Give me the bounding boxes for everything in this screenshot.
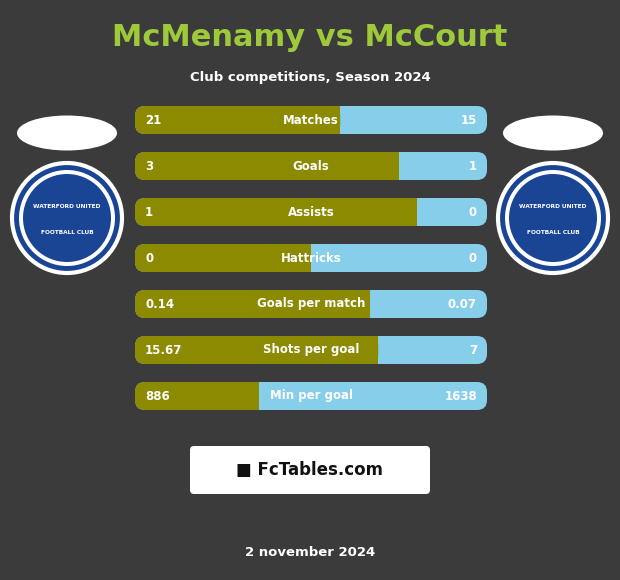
Text: 0.07: 0.07 — [448, 298, 477, 310]
Bar — [249, 382, 259, 410]
FancyBboxPatch shape — [135, 336, 487, 364]
Ellipse shape — [17, 115, 117, 150]
Circle shape — [12, 163, 122, 273]
Ellipse shape — [503, 115, 603, 150]
Text: FOOTBALL CLUB: FOOTBALL CLUB — [526, 230, 579, 234]
Text: Goals: Goals — [293, 160, 329, 172]
Text: 7: 7 — [469, 343, 477, 357]
Circle shape — [23, 174, 111, 262]
Bar — [330, 106, 340, 134]
Text: 1: 1 — [469, 160, 477, 172]
FancyBboxPatch shape — [135, 198, 487, 226]
Text: FOOTBALL CLUB: FOOTBALL CLUB — [41, 230, 94, 234]
Bar — [407, 198, 417, 226]
FancyBboxPatch shape — [135, 244, 311, 272]
Circle shape — [19, 170, 115, 266]
Text: Shots per goal: Shots per goal — [263, 343, 359, 357]
Text: Matches: Matches — [283, 114, 339, 126]
Text: WATERFORD UNITED: WATERFORD UNITED — [520, 205, 587, 209]
Text: Hattricks: Hattricks — [281, 252, 342, 264]
Text: 1638: 1638 — [445, 390, 477, 403]
Bar — [389, 152, 399, 180]
FancyBboxPatch shape — [190, 446, 430, 494]
FancyBboxPatch shape — [135, 290, 487, 318]
FancyBboxPatch shape — [135, 198, 417, 226]
FancyBboxPatch shape — [135, 106, 487, 134]
FancyBboxPatch shape — [135, 290, 370, 318]
Text: Assists: Assists — [288, 205, 334, 219]
Text: Club competitions, Season 2024: Club competitions, Season 2024 — [190, 71, 430, 85]
FancyBboxPatch shape — [135, 382, 487, 410]
FancyBboxPatch shape — [135, 382, 259, 410]
FancyBboxPatch shape — [135, 152, 399, 180]
Text: McMenamy vs McCourt: McMenamy vs McCourt — [112, 24, 508, 53]
Text: Min per goal: Min per goal — [270, 390, 353, 403]
Text: WATERFORD UNITED: WATERFORD UNITED — [33, 205, 100, 209]
Bar — [368, 336, 378, 364]
Text: 0: 0 — [469, 252, 477, 264]
Text: 1: 1 — [145, 205, 153, 219]
Bar — [360, 290, 370, 318]
Text: ■ FcTables.com: ■ FcTables.com — [236, 461, 384, 479]
Text: 886: 886 — [145, 390, 170, 403]
Text: 21: 21 — [145, 114, 161, 126]
Bar — [301, 244, 311, 272]
Circle shape — [509, 174, 597, 262]
FancyBboxPatch shape — [135, 336, 378, 364]
Text: 15.67: 15.67 — [145, 343, 182, 357]
Circle shape — [505, 170, 601, 266]
FancyBboxPatch shape — [135, 106, 340, 134]
Text: 2 november 2024: 2 november 2024 — [245, 546, 375, 559]
Text: 0: 0 — [469, 205, 477, 219]
Text: Goals per match: Goals per match — [257, 298, 365, 310]
Text: 0.14: 0.14 — [145, 298, 174, 310]
FancyBboxPatch shape — [135, 244, 487, 272]
Text: 0: 0 — [145, 252, 153, 264]
Text: 15: 15 — [461, 114, 477, 126]
FancyBboxPatch shape — [135, 152, 487, 180]
Text: 3: 3 — [145, 160, 153, 172]
Circle shape — [498, 163, 608, 273]
